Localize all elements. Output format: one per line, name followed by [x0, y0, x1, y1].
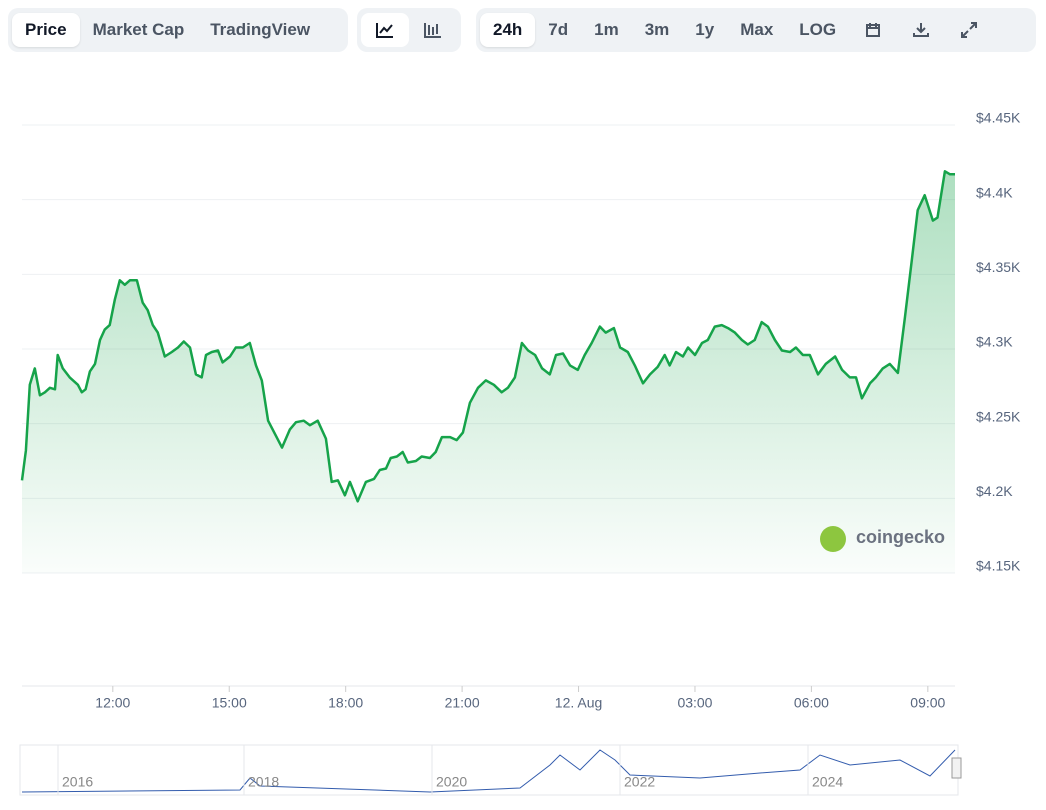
- navigator-frame: [19, 744, 959, 796]
- candle-icon[interactable]: [409, 13, 457, 47]
- toolbar-button[interactable]: LOG: [799, 20, 837, 39]
- logo: [820, 526, 846, 552]
- navigator-label: 2016: [62, 774, 93, 790]
- navigator-line: [21, 749, 956, 793]
- price-area: [22, 171, 955, 574]
- toolbar-button[interactable]: TradingView: [210, 20, 311, 39]
- navigator-label: 2024: [812, 774, 843, 790]
- line-icon[interactable]: [361, 13, 409, 47]
- icon: [866, 23, 881, 37]
- range-group: 24h 7d 1m 3m 1y Max LOG: [476, 8, 1036, 52]
- price-line: [20, 170, 955, 503]
- x-tick-label: 06:00: [794, 695, 829, 711]
- toolbar-button[interactable]: Max: [740, 20, 774, 39]
- icon: [961, 22, 978, 38]
- download-icon[interactable]: [897, 13, 945, 47]
- navigator-label: 2020: [436, 774, 467, 790]
- toolbar: Price Market Cap TradingView 24h 7d 1m 3m 1y Ma…: [8, 8, 1036, 52]
- view-group: Price Market Cap TradingView: [8, 8, 348, 52]
- x-tick-label: 18:00: [328, 695, 363, 711]
- watermark: coingecko: [856, 527, 945, 547]
- x-tick-label: 15:00: [212, 695, 247, 711]
- toolbar-button[interactable]: Market Cap: [92, 20, 185, 39]
- toolbar-button[interactable]: 1y: [695, 20, 715, 39]
- x-tick-label: 03:00: [677, 695, 712, 711]
- x-tick-label: 12. Aug: [555, 695, 603, 711]
- y-tick-label: $4.45K: [976, 110, 1021, 126]
- y-tick-label: $4.4K: [976, 184, 1013, 200]
- toolbar-button[interactable]: 7d: [548, 20, 569, 39]
- expand-icon[interactable]: [945, 13, 993, 47]
- toolbar-button[interactable]: Price: [12, 13, 80, 47]
- y-tick-label: $4.3K: [976, 334, 1013, 350]
- x-tick-label: 21:00: [445, 695, 480, 711]
- y-tick-label: $4.25K: [976, 408, 1021, 424]
- x-tick-label: 09:00: [910, 695, 945, 711]
- navigator-handle[interactable]: [951, 757, 962, 779]
- x-tick-label: 12:00: [95, 695, 130, 711]
- chart-type-group: [357, 8, 461, 52]
- y-tick-label: $4.15K: [976, 558, 1021, 574]
- y-tick-label: $4.35K: [976, 259, 1021, 275]
- navigator-label: 2022: [624, 774, 655, 790]
- y-tick-label: $4.2K: [976, 483, 1013, 499]
- toolbar-button[interactable]: 1m: [594, 20, 619, 39]
- calendar-icon[interactable]: [849, 13, 897, 47]
- icon: [913, 23, 930, 37]
- toolbar-button[interactable]: 24h: [480, 13, 536, 47]
- toolbar-button[interactable]: 3m: [644, 20, 670, 39]
- navigator-label: 2018: [248, 774, 279, 790]
